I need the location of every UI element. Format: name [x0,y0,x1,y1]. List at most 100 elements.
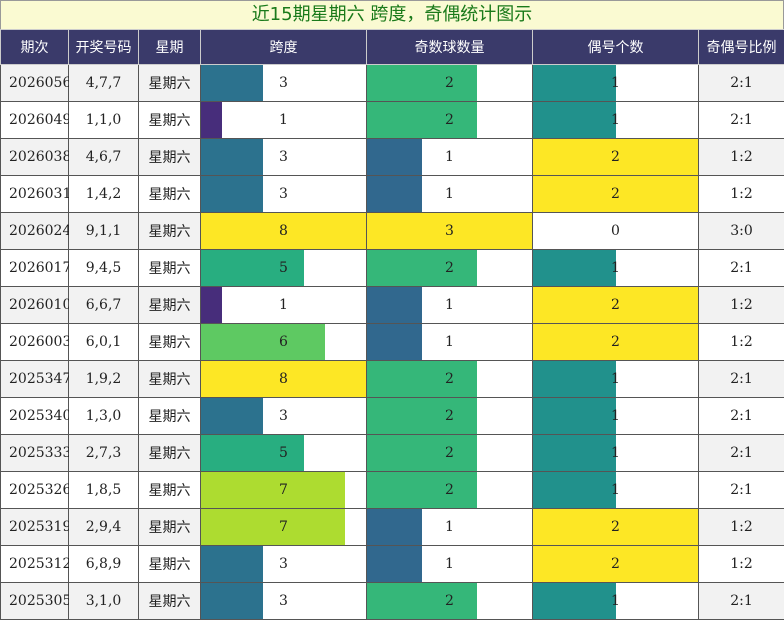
odd-cell: 1 [367,324,533,361]
odd-cell-label: 2 [445,482,454,498]
even-cell: 2 [533,287,699,324]
ratio-cell: 1:2 [699,139,784,176]
weekday-cell: 星期六 [139,472,201,509]
weekday-cell: 星期六 [139,324,201,361]
span-cell: 8 [201,213,367,250]
even-cell-label: 1 [611,112,620,128]
span-cell: 3 [201,139,367,176]
header-span: 跨度 [201,30,367,65]
even-cell-label: 2 [611,334,620,350]
issue-cell: 2025326 [1,472,69,509]
ratio-cell: 2:1 [699,102,784,139]
odd-cell: 1 [367,176,533,213]
numbers-cell: 4,7,7 [69,65,139,102]
issue-cell: 2025340 [1,398,69,435]
span-cell-label: 3 [279,556,288,572]
ratio-cell: 1:2 [699,324,784,361]
numbers-cell: 2,9,4 [69,509,139,546]
odd-cell: 2 [367,472,533,509]
even-cell-label: 2 [611,186,620,202]
span-cell-bar [201,176,263,212]
numbers-cell: 3,1,0 [69,583,139,620]
odd-cell-bar [367,287,422,323]
span-cell-bar [201,435,304,471]
ratio-cell: 2:1 [699,435,784,472]
span-cell-bar [201,398,263,434]
ratio-cell: 2:1 [699,361,784,398]
weekday-cell: 星期六 [139,250,201,287]
weekday-cell: 星期六 [139,139,201,176]
numbers-cell: 6,0,1 [69,324,139,361]
odd-cell-label: 2 [445,112,454,128]
issue-cell: 2026024 [1,213,69,250]
odd-cell-label: 1 [445,297,454,313]
odd-cell: 1 [367,139,533,176]
even-cell-label: 1 [611,482,620,498]
weekday-cell: 星期六 [139,287,201,324]
span-cell: 1 [201,102,367,139]
even-cell-label: 1 [611,593,620,609]
even-cell-label: 2 [611,556,620,572]
odd-cell-bar [367,102,477,138]
odd-cell: 2 [367,250,533,287]
span-cell-bar [201,139,263,175]
numbers-cell: 1,9,2 [69,361,139,398]
span-cell: 3 [201,176,367,213]
span-cell-label: 1 [279,297,288,313]
odd-cell-bar [367,546,422,582]
span-cell: 1 [201,287,367,324]
even-cell-label: 0 [611,223,620,239]
span-cell-label: 3 [279,593,288,609]
odd-cell-bar [367,324,422,360]
weekday-cell: 星期六 [139,102,201,139]
ratio-cell: 2:1 [699,65,784,102]
span-cell-bar [201,324,325,360]
even-cell-label: 1 [611,75,620,91]
chart-title: 近15期星期六 跨度，奇偶统计图示 [0,0,784,30]
span-cell: 5 [201,250,367,287]
span-cell-label: 8 [279,223,288,239]
header-odd-count: 奇数球数量 [367,30,533,65]
odd-cell-label: 2 [445,445,454,461]
weekday-cell: 星期六 [139,65,201,102]
even-cell: 1 [533,102,699,139]
odd-cell-bar [367,250,477,286]
span-cell: 5 [201,435,367,472]
even-cell: 1 [533,250,699,287]
span-cell-label: 3 [279,186,288,202]
even-cell-label: 2 [611,519,620,535]
even-cell-label: 2 [611,297,620,313]
odd-cell: 2 [367,102,533,139]
span-cell-bar [201,102,222,138]
numbers-cell: 9,1,1 [69,213,139,250]
numbers-cell: 1,1,0 [69,102,139,139]
even-cell-bar [533,102,616,138]
odd-cell-label: 2 [445,593,454,609]
weekday-cell: 星期六 [139,176,201,213]
numbers-cell: 2,7,3 [69,435,139,472]
even-cell-bar [533,361,616,397]
span-cell-label: 8 [279,371,288,387]
header-issue: 期次 [1,30,69,65]
span-cell-bar [201,287,222,323]
odd-cell-label: 3 [445,223,454,239]
even-cell-bar [533,583,616,619]
odd-cell: 2 [367,435,533,472]
even-cell-bar [533,435,616,471]
issue-cell: 2026038 [1,139,69,176]
numbers-cell: 1,3,0 [69,398,139,435]
header-weekday: 星期 [139,30,201,65]
odd-cell-bar [367,398,477,434]
even-cell: 1 [533,472,699,509]
issue-cell: 2026010 [1,287,69,324]
span-cell-label: 3 [279,75,288,91]
header-row: 期次 开奖号码 星期 跨度 奇数球数量 偶号个数 奇偶号比例 [1,30,784,65]
